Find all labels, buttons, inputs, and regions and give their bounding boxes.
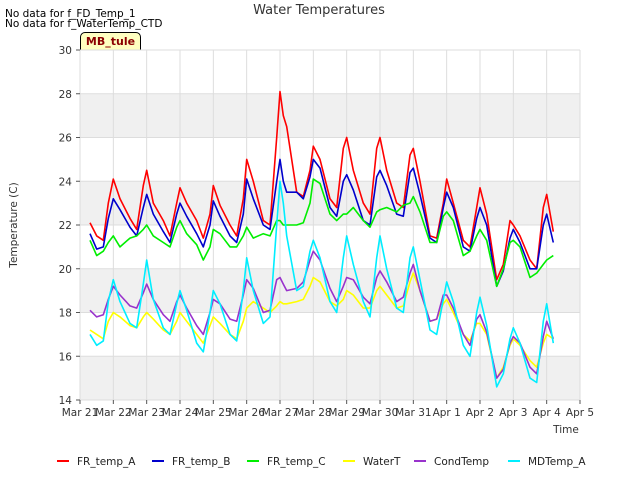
x-tick-label: Mar 24 — [162, 407, 199, 419]
site-label-badge: MB_tule — [80, 32, 141, 52]
plot-band — [80, 50, 580, 94]
plot-band — [80, 181, 580, 225]
no-data-note-watertemp-ctd: No data for f_WaterTemp_CTD — [5, 18, 163, 30]
y-axis-label: Temperature (C) — [8, 182, 20, 268]
x-tick-label: Mar 28 — [295, 407, 332, 419]
plot-band — [80, 137, 580, 182]
x-tick-label: Apr 3 — [499, 407, 527, 419]
x-tick-label: Mar 22 — [95, 407, 132, 419]
y-tick-label: 26 — [59, 133, 73, 145]
x-tick-label: Mar 27 — [262, 407, 299, 419]
series-line-fr-temp-c — [89, 178, 554, 288]
grid — [79, 49, 581, 401]
y-tick-label: 20 — [59, 264, 72, 276]
legend-label: FR_temp_B — [172, 456, 231, 468]
x-tick-label: Mar 26 — [228, 407, 265, 419]
legend-label: FR_temp_C — [267, 456, 326, 468]
legend-label: FR_temp_A — [77, 456, 136, 468]
series-line-condtemp — [89, 250, 555, 379]
no-data-note-fd-temp: No data for f_FD_Temp_1 — [5, 8, 136, 20]
series-group — [89, 90, 555, 388]
x-axis-label: Time — [552, 424, 579, 436]
x-tick-label: Apr 5 — [566, 407, 594, 419]
x-tick-label: Mar 30 — [362, 407, 399, 419]
legend-label: WaterT — [363, 456, 401, 468]
x-tick-label: Mar 31 — [395, 407, 432, 419]
chart-title: Water Temperatures — [253, 3, 385, 18]
x-tick-label: Apr 2 — [466, 407, 494, 419]
series-line-mdtemp-a — [89, 180, 555, 388]
plot-band — [80, 312, 580, 357]
legend-label: CondTemp — [434, 456, 489, 468]
legend-label: MDTemp_A — [528, 456, 586, 468]
plot-band — [80, 93, 580, 138]
y-tick-label: 30 — [59, 45, 72, 57]
y-tick-label: 18 — [59, 308, 72, 320]
x-tick-label: Mar 29 — [328, 407, 365, 419]
plot-background — [80, 50, 580, 400]
y-tick-label: 16 — [59, 351, 73, 363]
y-tick-label: 24 — [59, 176, 73, 188]
x-tick-label: Mar 23 — [128, 407, 165, 419]
x-tick-label: Mar 25 — [195, 407, 232, 419]
x-tick-label: Apr 4 — [533, 407, 562, 419]
x-tick-label: Mar 21 — [62, 407, 99, 419]
series-line-fr-temp-b — [89, 158, 555, 288]
y-tick-label: 22 — [59, 220, 72, 232]
series-line-fr-temp-a — [89, 90, 555, 281]
y-tick-label: 28 — [59, 89, 72, 101]
y-tick-label: 14 — [59, 395, 73, 407]
x-tick-label: Apr 1 — [433, 407, 461, 419]
legend: FR_temp_A FR_temp_B FR_temp_C WaterT CondTem… — [57, 456, 586, 468]
